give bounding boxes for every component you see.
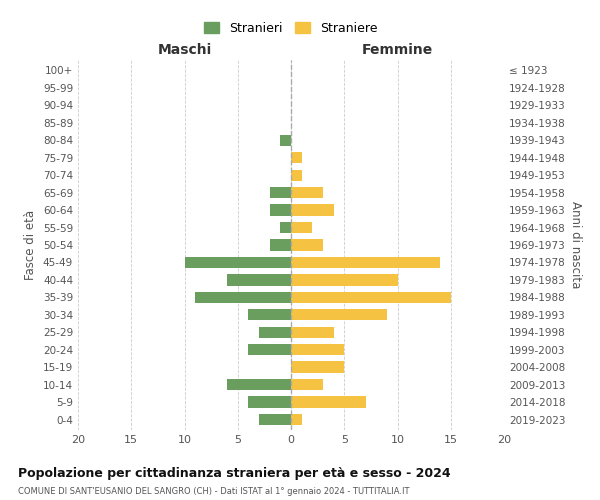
Bar bbox=[227, 379, 291, 390]
Bar bbox=[291, 362, 344, 373]
Bar bbox=[291, 240, 323, 250]
Bar bbox=[291, 274, 398, 285]
Bar bbox=[248, 344, 291, 356]
Bar bbox=[291, 170, 302, 181]
Bar bbox=[280, 134, 291, 146]
Text: Femmine: Femmine bbox=[362, 42, 433, 56]
Legend: Stranieri, Straniere: Stranieri, Straniere bbox=[200, 18, 382, 38]
Bar bbox=[185, 257, 291, 268]
Bar bbox=[248, 309, 291, 320]
Bar bbox=[291, 187, 323, 198]
Bar bbox=[291, 414, 302, 425]
Bar bbox=[291, 326, 334, 338]
Bar bbox=[291, 257, 440, 268]
Bar bbox=[259, 326, 291, 338]
Text: Maschi: Maschi bbox=[157, 42, 212, 56]
Bar bbox=[291, 222, 313, 233]
Bar bbox=[270, 240, 291, 250]
Y-axis label: Fasce di età: Fasce di età bbox=[25, 210, 37, 280]
Bar bbox=[291, 152, 302, 164]
Bar bbox=[291, 379, 323, 390]
Text: Popolazione per cittadinanza straniera per età e sesso - 2024: Popolazione per cittadinanza straniera p… bbox=[18, 468, 451, 480]
Y-axis label: Anni di nascita: Anni di nascita bbox=[569, 202, 582, 288]
Bar bbox=[259, 414, 291, 425]
Bar bbox=[291, 396, 365, 407]
Bar bbox=[227, 274, 291, 285]
Bar bbox=[291, 344, 344, 356]
Bar bbox=[195, 292, 291, 303]
Bar bbox=[291, 292, 451, 303]
Bar bbox=[248, 396, 291, 407]
Bar bbox=[280, 222, 291, 233]
Bar bbox=[270, 187, 291, 198]
Bar bbox=[291, 204, 334, 216]
Bar bbox=[291, 309, 387, 320]
Text: COMUNE DI SANT'EUSANIO DEL SANGRO (CH) - Dati ISTAT al 1° gennaio 2024 - TUTTITA: COMUNE DI SANT'EUSANIO DEL SANGRO (CH) -… bbox=[18, 488, 409, 496]
Bar bbox=[270, 204, 291, 216]
